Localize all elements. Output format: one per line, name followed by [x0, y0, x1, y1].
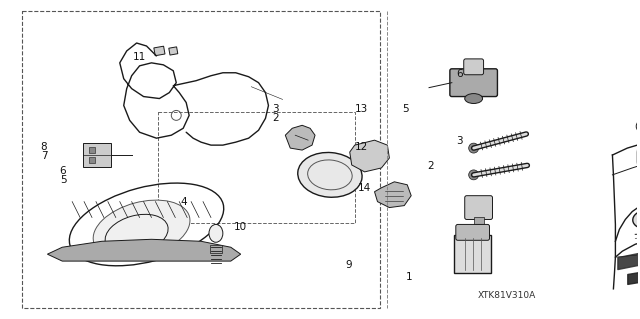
Text: XTK81V310A: XTK81V310A: [478, 291, 536, 300]
Ellipse shape: [209, 225, 223, 242]
Text: 7: 7: [41, 151, 47, 161]
Polygon shape: [154, 46, 165, 56]
Polygon shape: [374, 182, 411, 208]
Text: 6: 6: [60, 166, 67, 175]
FancyBboxPatch shape: [450, 69, 497, 97]
Text: 3: 3: [272, 104, 279, 114]
FancyBboxPatch shape: [454, 235, 492, 273]
FancyBboxPatch shape: [456, 225, 490, 240]
Text: 6: 6: [456, 69, 463, 79]
Ellipse shape: [465, 93, 483, 103]
Polygon shape: [169, 47, 178, 55]
Ellipse shape: [298, 152, 362, 197]
Polygon shape: [349, 140, 389, 172]
Text: 11: 11: [132, 52, 146, 62]
Circle shape: [468, 143, 479, 153]
Bar: [158, 112, 355, 223]
Text: 2: 2: [272, 113, 279, 123]
Circle shape: [639, 123, 640, 129]
Ellipse shape: [633, 211, 640, 228]
Polygon shape: [285, 125, 315, 150]
Ellipse shape: [93, 200, 190, 259]
Text: 9: 9: [345, 260, 352, 271]
Bar: [83, 143, 111, 167]
Bar: [210, 245, 222, 253]
Bar: [22, 11, 380, 308]
Text: 13: 13: [355, 104, 368, 114]
Polygon shape: [47, 239, 241, 261]
Text: 5: 5: [403, 104, 409, 114]
Bar: [89, 147, 95, 153]
Text: 14: 14: [358, 183, 371, 193]
Text: 2: 2: [428, 161, 435, 171]
Text: 12: 12: [355, 142, 368, 152]
FancyBboxPatch shape: [464, 59, 484, 75]
Bar: [474, 218, 484, 225]
Text: 10: 10: [234, 222, 247, 233]
Bar: [89, 157, 95, 163]
Text: 5: 5: [60, 175, 67, 185]
Text: 8: 8: [41, 142, 47, 152]
Circle shape: [468, 170, 479, 180]
FancyBboxPatch shape: [465, 196, 493, 219]
Text: 3: 3: [456, 136, 463, 145]
Text: 4: 4: [180, 197, 187, 207]
Text: 1: 1: [406, 271, 412, 281]
